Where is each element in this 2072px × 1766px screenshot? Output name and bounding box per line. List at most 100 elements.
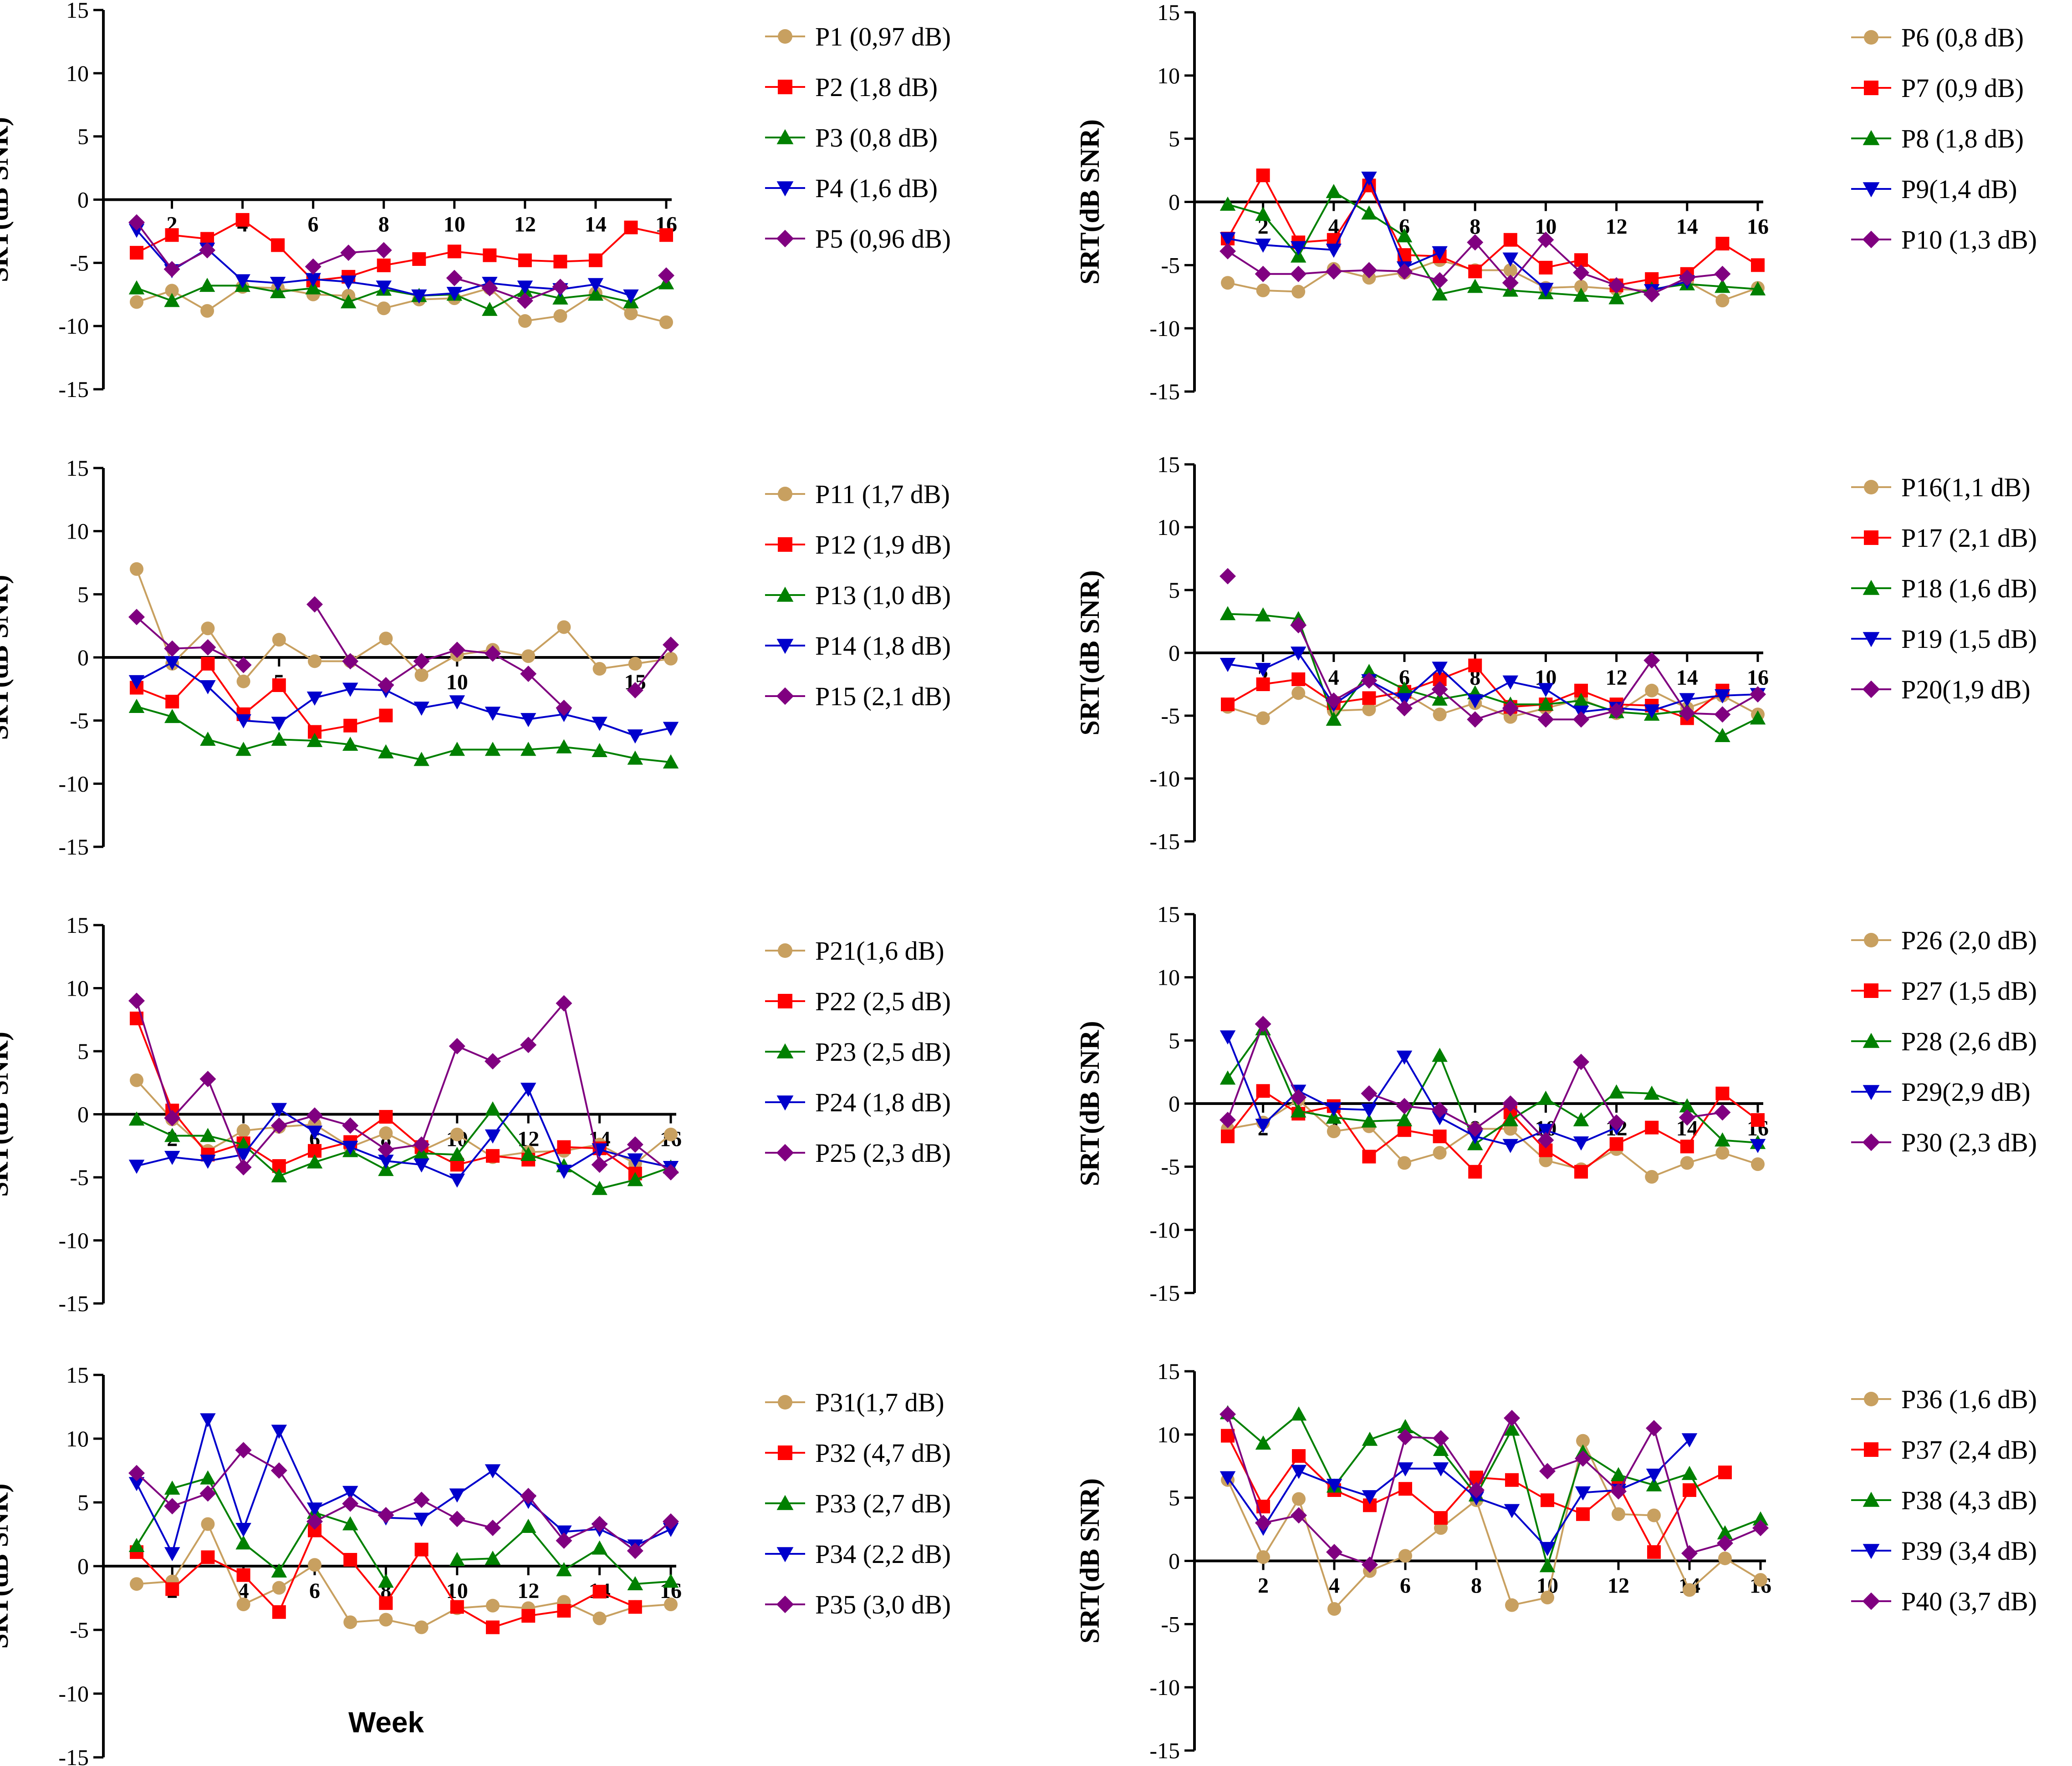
data-point xyxy=(1220,1112,1236,1129)
data-point xyxy=(553,309,567,323)
data-point xyxy=(200,732,216,746)
data-point xyxy=(1714,265,1731,282)
series-P39 (3,4 dB) xyxy=(1220,1433,1698,1556)
data-point xyxy=(1574,1165,1588,1179)
data-point xyxy=(1325,263,1342,280)
data-point xyxy=(1220,606,1236,621)
series-line xyxy=(1227,1412,1761,1569)
data-point xyxy=(556,739,572,753)
data-point xyxy=(1326,712,1342,726)
data-point xyxy=(1221,276,1235,290)
data-point xyxy=(520,713,536,728)
data-point xyxy=(446,287,463,301)
data-point xyxy=(235,1148,251,1163)
data-point xyxy=(164,1547,180,1562)
legend-label: P26 (2,0 dB) xyxy=(1901,926,2037,955)
data-point xyxy=(516,292,533,309)
data-point xyxy=(1538,696,1554,711)
data-point xyxy=(1434,1511,1448,1525)
data-point xyxy=(164,1480,180,1495)
data-point xyxy=(1718,1551,1732,1565)
legend-entry: P13 (1,0 dB) xyxy=(765,580,951,610)
data-point xyxy=(485,645,501,662)
data-point xyxy=(306,691,323,706)
data-point xyxy=(164,656,180,671)
data-point xyxy=(1361,1113,1377,1128)
x-tick-label: 2 xyxy=(1258,1574,1269,1598)
x-tick-label: 12 xyxy=(1606,215,1628,239)
data-point xyxy=(592,1181,607,1195)
data-point xyxy=(552,279,569,295)
data-point xyxy=(1433,1441,1449,1456)
data-point xyxy=(271,732,287,746)
data-point xyxy=(1750,710,1766,725)
data-point xyxy=(128,1465,145,1481)
data-point xyxy=(379,1110,393,1124)
data-point xyxy=(1433,707,1447,722)
data-point xyxy=(199,1485,216,1502)
data-point xyxy=(1539,1542,1556,1556)
data-point xyxy=(447,244,461,259)
y-tick-label: -5 xyxy=(70,708,89,733)
data-point xyxy=(521,1609,536,1623)
data-point xyxy=(1467,279,1483,293)
data-point xyxy=(1291,1507,1307,1524)
legend-entry: P31(1,7 dB) xyxy=(765,1388,944,1417)
series-line xyxy=(1227,651,1758,713)
data-point xyxy=(164,293,180,307)
legend-marker xyxy=(1864,933,1878,947)
legend-marker xyxy=(776,1595,794,1613)
y-tick-label: 5 xyxy=(1169,1485,1180,1511)
data-point xyxy=(1751,1157,1765,1171)
legend-label: P18 (1,6 dB) xyxy=(1901,574,2037,603)
data-point xyxy=(376,280,392,295)
x-tick-label: 10 xyxy=(444,213,465,237)
data-point xyxy=(449,1173,465,1188)
legend-label: P34 (2,2 dB) xyxy=(815,1539,951,1569)
data-point xyxy=(413,752,429,766)
x-tick-label: 10 xyxy=(446,1579,468,1603)
data-point xyxy=(378,1507,394,1523)
y-tick-label: -10 xyxy=(1149,1674,1180,1700)
data-point xyxy=(235,1159,252,1176)
y-tick-label: -5 xyxy=(70,1165,89,1190)
legend-entry: P4 (1,6 dB) xyxy=(765,173,938,203)
legend-label: P29(2,9 dB) xyxy=(1901,1077,2031,1107)
data-point xyxy=(1362,1150,1376,1164)
data-point xyxy=(1220,1070,1236,1085)
data-point xyxy=(556,1532,572,1549)
data-point xyxy=(1608,702,1625,719)
data-point xyxy=(1290,1103,1306,1118)
legend-marker xyxy=(778,943,792,958)
legend-entry: P32 (4,7 dB) xyxy=(765,1438,951,1468)
data-point xyxy=(1752,1520,1769,1537)
data-point xyxy=(1681,1545,1698,1562)
data-point xyxy=(1431,681,1448,698)
data-point xyxy=(1750,1139,1766,1153)
data-point xyxy=(200,1413,216,1428)
data-point xyxy=(1647,1545,1661,1559)
y-tick-label: 0 xyxy=(1169,1091,1180,1116)
legend-marker xyxy=(776,229,794,248)
data-point xyxy=(1326,1102,1342,1117)
y-tick-label: 0 xyxy=(77,645,89,670)
data-point xyxy=(1576,1434,1590,1448)
legend-marker xyxy=(778,29,792,44)
data-point xyxy=(627,1576,643,1590)
y-axis-label: SRT(dB SNR) xyxy=(0,575,14,740)
data-point xyxy=(305,258,322,275)
data-point xyxy=(378,1162,394,1176)
y-tick-label: 5 xyxy=(1169,577,1180,603)
legend-label: P24 (1,8 dB) xyxy=(815,1088,951,1117)
x-tick-label: 4 xyxy=(1329,1574,1340,1598)
data-point xyxy=(485,1053,501,1070)
data-point xyxy=(1326,1544,1342,1561)
y-tick-label: 15 xyxy=(1157,0,1180,25)
x-tick-label: 12 xyxy=(514,213,536,237)
data-point xyxy=(1573,264,1589,281)
data-point xyxy=(482,301,498,316)
data-point xyxy=(305,280,321,295)
